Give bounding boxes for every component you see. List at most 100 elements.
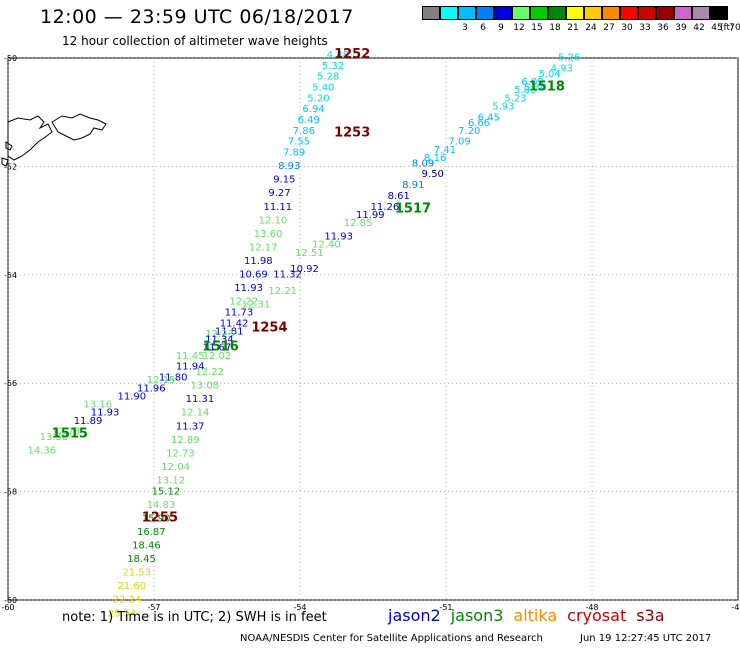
lon-tick-label: -60 xyxy=(1,603,14,612)
wave-height-value: 11.67 xyxy=(203,343,232,354)
wave-height-value: 12.23 xyxy=(205,329,234,340)
color-scale-label: 27 xyxy=(603,23,615,33)
color-scale-label: 24 xyxy=(585,23,597,33)
color-scale-label: 42 xyxy=(693,23,705,33)
wave-height-value: 9.15 xyxy=(273,175,295,186)
pass-label: 1254 xyxy=(251,321,287,336)
wave-height-value: 6.09 xyxy=(521,77,543,88)
color-scale-label: 30 xyxy=(621,23,633,33)
falkland-east-island xyxy=(51,113,107,141)
wave-height-value: 11.96 xyxy=(137,383,166,394)
wave-height-value: 6.94 xyxy=(302,104,324,115)
wave-height-value: 8.09 xyxy=(412,158,434,169)
track-1515: 14.3613.5812.7313.1612.1511.4512.2312.31… xyxy=(27,286,297,457)
color-scale-label: 3 xyxy=(462,23,468,33)
pass-label: 1252 xyxy=(334,47,370,62)
wave-height-value: 4.48 xyxy=(327,50,349,61)
page-title: 12:00 — 23:59 UTC 06/18/2017 xyxy=(40,6,354,28)
wave-height-value: 12.02 xyxy=(203,351,232,362)
wave-height-value: 10.69 xyxy=(239,270,268,281)
wave-height-value: 8.93 xyxy=(278,161,300,172)
wave-height-value: 8.61 xyxy=(388,191,410,202)
wave-height-value: 13.16 xyxy=(83,400,112,411)
wave-height-value: 11.31 xyxy=(186,394,215,405)
wave-height-value: 11.89 xyxy=(74,416,103,427)
wave-height-value: 13.60 xyxy=(254,229,283,240)
wave-height-value: 7.86 xyxy=(293,126,315,137)
satellite-legend: jason2 jason3 altika cryosat s3a xyxy=(388,606,675,625)
legend-item-s3a: s3a xyxy=(636,606,665,625)
wave-height-value: 12.73 xyxy=(52,427,81,438)
wave-height-value: 5.26 xyxy=(558,53,580,64)
wave-height-value: 14.83 xyxy=(147,500,176,511)
wave-height-value: 25.54 xyxy=(108,608,137,619)
wave-height-value: 5.40 xyxy=(312,83,334,94)
pass-label: 1515 xyxy=(52,426,88,441)
wave-height-value: 13.12 xyxy=(156,475,185,486)
color-scale-label: 36 xyxy=(657,23,669,33)
color-scale-swatch xyxy=(440,6,458,20)
track-1252: 4.485.325.285.405.206.946.497.867.557.89… xyxy=(74,50,349,427)
wave-height-value: 11.81 xyxy=(215,326,244,337)
falkland-small-islands xyxy=(1,141,13,167)
wave-height-value: 11.99 xyxy=(356,210,385,221)
wave-height-value: 5.93 xyxy=(492,101,514,112)
lat-tick-label: -56 xyxy=(4,379,17,388)
lat-tick-label: -52 xyxy=(4,162,17,171)
color-scale-label: 45 xyxy=(711,23,723,33)
wave-height-value: 12.21 xyxy=(268,286,297,297)
wave-height-value: 11.34 xyxy=(205,335,234,346)
wave-height-value: 6.49 xyxy=(298,115,320,126)
wave-height-value: 15.90 xyxy=(142,513,171,524)
lat-tick-label: -60 xyxy=(4,596,17,605)
wave-height-value: 8.16 xyxy=(424,153,446,164)
map-grid xyxy=(7,57,739,601)
color-scale-swatch xyxy=(494,6,512,20)
footer-credit: NOAA/NESDIS Center for Satellite Applica… xyxy=(240,633,543,644)
color-scale-swatch xyxy=(458,6,476,20)
color-scale-label: 33 xyxy=(639,23,651,33)
color-scale-swatch xyxy=(602,6,620,20)
pass-label: 1517 xyxy=(395,201,431,216)
pass-label: 1253 xyxy=(334,126,370,141)
falkland-west-island xyxy=(7,115,53,161)
lon-tick-label: -54 xyxy=(293,603,306,612)
wave-height-value: 12.40 xyxy=(312,240,341,251)
color-scale-swatch xyxy=(422,6,440,20)
wave-height-tracks: 4.485.325.285.405.206.946.497.867.557.89… xyxy=(27,50,580,619)
wave-height-value: 12.14 xyxy=(181,408,210,419)
pass-label: 1516 xyxy=(203,340,239,355)
pass-label: 1255 xyxy=(142,510,178,525)
wave-height-value: 9.27 xyxy=(268,188,290,199)
wave-height-value: 7.55 xyxy=(288,137,310,148)
wave-height-value: 12.10 xyxy=(259,215,288,226)
wave-height-value: 5.04 xyxy=(538,69,560,80)
wave-height-value: 16.87 xyxy=(137,527,166,538)
wave-height-value: 5.23 xyxy=(504,93,526,104)
wave-height-value: 11.37 xyxy=(176,421,205,432)
lon-tick-label: -51 xyxy=(439,603,452,612)
color-scale-label: 39 xyxy=(675,23,687,33)
wave-height-value: 12.22 xyxy=(195,367,224,378)
color-scale-swatch xyxy=(584,6,602,20)
wave-height-value: 7.89 xyxy=(283,148,305,159)
wave-height-value: 12.04 xyxy=(161,462,190,473)
color-scale-swatch xyxy=(476,6,494,20)
color-scale-swatch xyxy=(548,6,566,20)
axis-tick-labels: -60 -57 -54 -51 -48 -45 -50 -52 -54 -56 -58 -60 xyxy=(1,54,740,612)
color-scale-label: 21 xyxy=(567,23,579,33)
wave-height-value: 18.45 xyxy=(127,554,156,565)
wave-height-value: 11.45 xyxy=(176,351,205,362)
wave-height-value: 9.50 xyxy=(422,169,444,180)
wave-height-value: 11.26 xyxy=(371,202,400,213)
wave-height-value: 11.93 xyxy=(234,283,263,294)
color-scale-swatch xyxy=(566,6,584,20)
wave-height-value: 11.93 xyxy=(91,408,120,419)
color-scale-swatch xyxy=(620,6,638,20)
legend-item-jason2: jason2 xyxy=(388,606,441,625)
color-scale-unit: (ft) xyxy=(720,23,734,33)
wave-height-value: 11.73 xyxy=(225,307,254,318)
legend-item-altika: altika xyxy=(513,606,558,625)
